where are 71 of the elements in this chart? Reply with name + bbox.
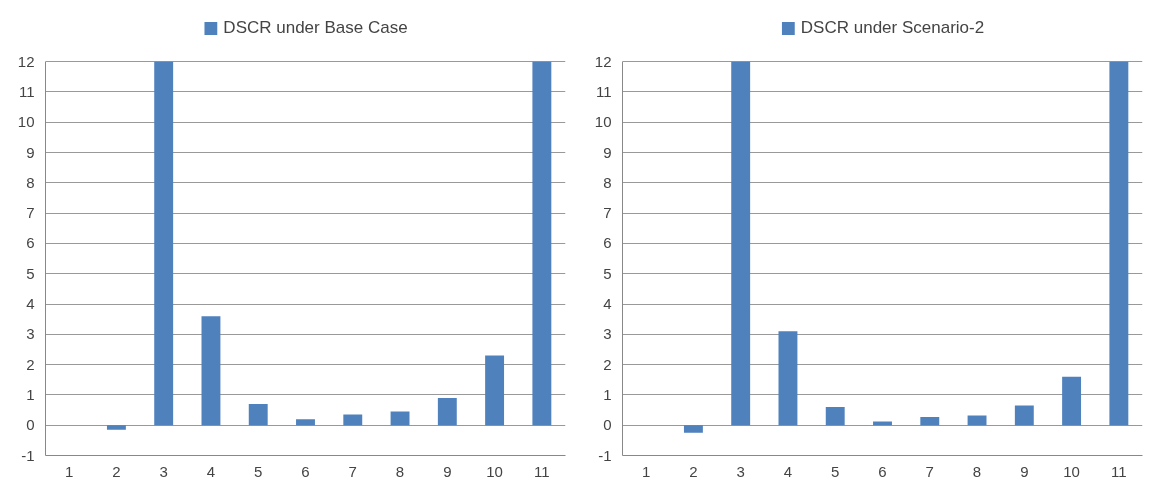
bar xyxy=(390,411,410,426)
x-tick-label: 5 xyxy=(831,462,840,480)
bar xyxy=(825,407,845,426)
y-tick-label: 11 xyxy=(595,82,612,100)
y-tick-label: 0 xyxy=(603,416,612,434)
bar xyxy=(920,417,940,426)
bar xyxy=(532,61,552,426)
y-tick-label: 12 xyxy=(594,52,612,70)
y-tick-label: 8 xyxy=(26,173,35,191)
y-tick-label: 1 xyxy=(26,385,35,403)
x-tick-label: 11 xyxy=(1111,462,1127,480)
x-tick-label: 6 xyxy=(301,462,310,480)
y-tick-label: 2 xyxy=(603,355,612,373)
x-tick-label: 2 xyxy=(689,462,698,480)
legend-label: DSCR under Scenario-2 xyxy=(800,18,985,38)
y-tick-label: -1 xyxy=(598,446,612,464)
x-tick-label: 8 xyxy=(972,462,982,480)
y-tick-label: 3 xyxy=(603,325,612,343)
y-tick-label: 7 xyxy=(26,204,35,222)
x-tick-label: 10 xyxy=(486,462,503,480)
bar xyxy=(343,414,363,426)
y-tick-label: 10 xyxy=(17,113,35,131)
bar xyxy=(154,61,174,426)
bar xyxy=(106,425,126,430)
bar xyxy=(731,61,751,426)
x-tick-label: 7 xyxy=(925,462,934,480)
x-tick-label: 2 xyxy=(112,462,121,480)
bar xyxy=(1109,61,1129,426)
y-tick-label: 1 xyxy=(603,385,612,403)
y-tick-label: 5 xyxy=(603,264,612,282)
x-tick-label: 5 xyxy=(254,462,263,480)
y-tick-label: 4 xyxy=(603,295,612,313)
y-tick-label: 6 xyxy=(26,234,35,252)
x-tick-label: 7 xyxy=(348,462,357,480)
bar xyxy=(1062,376,1082,426)
bar xyxy=(1014,405,1034,426)
x-tick-label: 1 xyxy=(641,462,651,480)
x-tick-label: 9 xyxy=(443,462,452,480)
y-tick-label: 12 xyxy=(17,52,35,70)
x-tick-label: 1 xyxy=(64,462,74,480)
bar xyxy=(201,316,221,426)
x-tick-label: 8 xyxy=(395,462,405,480)
y-tick-label: 7 xyxy=(603,204,612,222)
y-tick-label: 6 xyxy=(603,234,612,252)
y-tick-label: 9 xyxy=(603,143,612,161)
y-tick-label: 4 xyxy=(26,295,35,313)
y-tick-label: 3 xyxy=(26,325,35,343)
y-tick-label: -1 xyxy=(21,446,35,464)
x-tick-label: 4 xyxy=(206,462,216,480)
bar xyxy=(967,415,987,426)
x-tick-label: 6 xyxy=(878,462,887,480)
y-tick-label: 11 xyxy=(18,82,35,100)
x-tick-label: 3 xyxy=(736,462,745,480)
x-tick-label: 3 xyxy=(159,462,168,480)
bar xyxy=(296,419,315,426)
y-tick-label: 5 xyxy=(26,264,35,282)
x-tick-label: 4 xyxy=(783,462,793,480)
y-tick-label: 8 xyxy=(603,173,612,191)
y-tick-label: 2 xyxy=(26,355,35,373)
bar xyxy=(485,355,505,426)
bar xyxy=(778,331,798,426)
legend-label: DSCR under Base Case xyxy=(223,18,408,38)
x-tick-label: 9 xyxy=(1020,462,1029,480)
x-tick-label: 11 xyxy=(534,462,550,480)
bar xyxy=(683,425,703,433)
bar xyxy=(437,397,457,426)
x-tick-label: 10 xyxy=(1063,462,1080,480)
y-tick-label: 9 xyxy=(26,143,35,161)
bar xyxy=(248,404,268,426)
y-tick-label: 0 xyxy=(26,416,35,434)
y-tick-label: 10 xyxy=(594,113,612,131)
